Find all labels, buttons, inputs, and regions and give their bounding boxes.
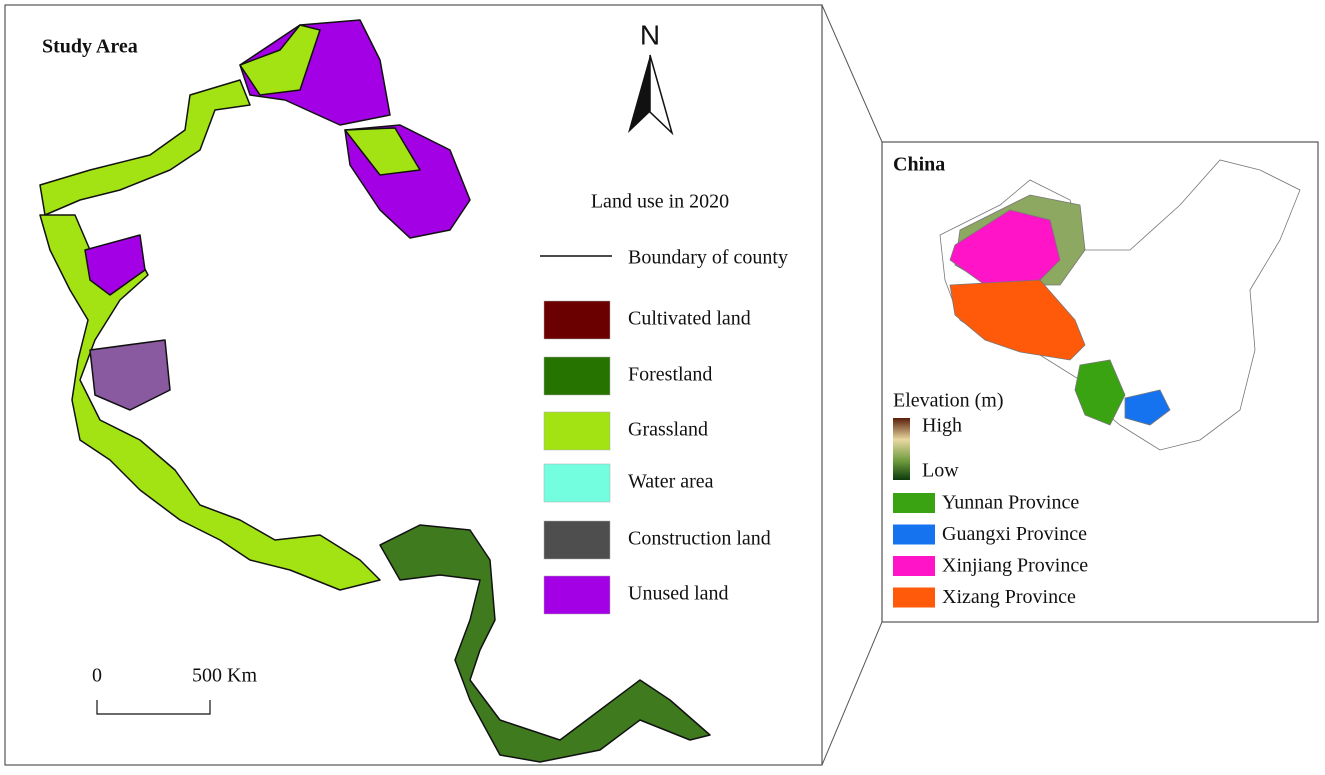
legend-swatch — [893, 556, 935, 576]
legend-swatch — [543, 463, 611, 503]
legend-label: Guangxi Province — [942, 523, 1087, 545]
elevation-ramp — [893, 418, 910, 480]
main-panel — [4, 4, 823, 766]
legend-swatch — [543, 300, 611, 340]
legend-label: Grassland — [628, 419, 708, 441]
legend-label: Water area — [628, 471, 714, 493]
legend-swatch — [543, 356, 611, 396]
elevation-title: Elevation (m) — [893, 390, 1004, 412]
legend-swatch — [543, 411, 611, 451]
legend-label: Forestland — [628, 364, 712, 386]
legend-label: Xizang Province — [942, 586, 1076, 608]
north-arrow — [628, 54, 674, 136]
legend-swatch — [543, 520, 611, 560]
legend-label: Yunnan Province — [942, 492, 1079, 514]
legend-title: Land use in 2020 — [591, 191, 729, 213]
panel-title: Study Area — [42, 36, 138, 58]
inset-panel — [881, 141, 1319, 623]
legend-swatch — [543, 575, 611, 615]
legend-label: Boundary of county — [628, 247, 788, 269]
study-area-shape — [39, 19, 711, 763]
legend-label: Cultivated land — [628, 308, 751, 330]
legend-label: Xinjiang Province — [942, 555, 1088, 577]
connector — [821, 621, 883, 766]
elevation-high: High — [922, 415, 962, 437]
north-label: N — [640, 19, 660, 50]
legend-swatch — [893, 587, 935, 608]
inset-title: China — [893, 154, 945, 176]
legend-label: Construction land — [628, 528, 771, 550]
scale-label: 500 Km — [192, 665, 257, 687]
legend-swatch — [893, 524, 935, 545]
elevation-low: Low — [922, 460, 959, 482]
scale-bar — [96, 700, 211, 715]
legend-label: Unused land — [628, 583, 729, 605]
scale-label: 0 — [92, 665, 102, 687]
legend-swatch — [893, 493, 935, 513]
china-map — [939, 159, 1301, 451]
connector — [821, 4, 883, 143]
